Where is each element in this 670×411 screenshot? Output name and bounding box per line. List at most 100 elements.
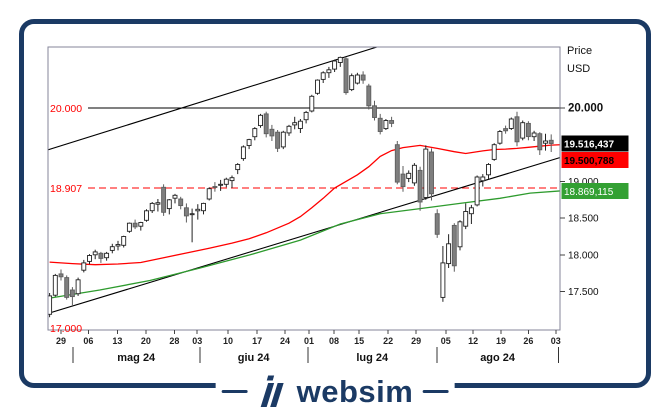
- price-axis-title: Price: [567, 45, 592, 57]
- candle-body-13/05: [115, 244, 121, 247]
- candle-body-18/07: [372, 105, 377, 118]
- candle-body-07/08: [451, 224, 457, 267]
- candle-body-21/08: [508, 118, 514, 129]
- candle-body-26/07: [406, 172, 412, 179]
- y-tick-label: 18.000: [568, 250, 599, 261]
- candle-body-27/08: [531, 132, 537, 138]
- logo-right-dash: [422, 389, 449, 393]
- candle-body-06/06: [212, 186, 218, 188]
- y-tick-label: 18.500: [568, 214, 599, 225]
- y-tick-label: 19.000: [568, 177, 599, 188]
- candle-body-16/08: [491, 144, 497, 160]
- month-label: ago 24: [480, 352, 516, 364]
- candle-body-07/05: [92, 251, 98, 256]
- channel-resistance: [48, 47, 379, 151]
- candle-body-14/08: [480, 176, 486, 182]
- x-tick-label: 29: [411, 336, 421, 346]
- x-tick-label: 29: [56, 336, 66, 346]
- logo-wordmark: websim: [296, 373, 414, 409]
- candle-body-26/06: [286, 125, 292, 134]
- candle-body-08/05: [98, 252, 104, 259]
- price-axis-currency: USD: [567, 63, 590, 75]
- x-tick-label: 10: [223, 336, 233, 346]
- candle-body-03/07: [315, 79, 320, 94]
- candle-body-02/08: [434, 213, 440, 235]
- month-label: giu 24: [238, 352, 271, 364]
- candle-body-26/08: [525, 122, 531, 138]
- candle-body-05/07: [320, 72, 326, 80]
- candle-body-17/06: [252, 128, 258, 138]
- candle-body-30/05: [183, 207, 189, 217]
- candle-body-06/05: [87, 255, 92, 262]
- candle-body-28/06: [297, 120, 303, 129]
- candle-body-10/07: [337, 56, 343, 63]
- candle-body-31/07: [423, 148, 429, 198]
- x-tick-label: 01: [304, 336, 314, 346]
- candle-body-11/06: [229, 177, 235, 182]
- y-tick-label: 20.000: [568, 103, 603, 115]
- level-label-17.000: 17.000: [50, 323, 82, 335]
- candle-body-03/06: [195, 208, 201, 212]
- ma-slow-green: [49, 190, 560, 299]
- candle-body-30/07: [417, 169, 423, 203]
- candle-body-24/06: [275, 131, 281, 149]
- card-border: [19, 19, 651, 388]
- candle-body-17/05: [138, 222, 144, 227]
- candle-body-21/05: [149, 202, 155, 212]
- candle-body-16/05: [132, 222, 138, 228]
- candle-body-30/08: [548, 139, 554, 144]
- candle-body-08/07: [326, 69, 332, 74]
- candle-body-22/05: [155, 202, 161, 205]
- candle-body-25/06: [280, 131, 286, 148]
- candle-body-27/06: [292, 122, 298, 126]
- candle-body-05/08: [440, 262, 446, 298]
- x-tick-label: 08: [329, 336, 339, 346]
- candle-body-23/08: [520, 122, 526, 139]
- candle-body-29/08: [543, 140, 548, 144]
- x-tick-label: 19: [496, 336, 506, 346]
- candle-body-21/06: [269, 128, 275, 137]
- candle-body-29/05: [178, 198, 184, 207]
- candle-body-15/07: [354, 74, 360, 84]
- x-tick-label: 15: [354, 336, 364, 346]
- websim-logo: websim: [215, 369, 455, 411]
- level-label-18.907: 18.907: [50, 183, 82, 195]
- x-tick-label: 05: [441, 336, 451, 346]
- candle-body-06/08: [446, 243, 452, 265]
- candle-body-09/08: [463, 211, 469, 227]
- candle-body-29/07: [411, 164, 417, 184]
- price-tag-box-1: [561, 152, 629, 168]
- candle-body-12/08: [468, 207, 474, 215]
- candle-body-28/08: [537, 133, 543, 151]
- candle-body-13/08: [474, 176, 480, 206]
- candle-body-15/05: [126, 222, 132, 232]
- candle-body-20/08: [503, 128, 509, 132]
- candle-body-19/07: [377, 117, 383, 132]
- candle-body-09/07: [332, 60, 338, 70]
- candle-body-31/05: [189, 213, 195, 216]
- candle-body-11/07: [343, 58, 349, 94]
- candle-body-13/06: [240, 146, 246, 160]
- x-tick-label: 06: [83, 336, 93, 346]
- x-tick-label: 13: [112, 336, 122, 346]
- month-label: lug 24: [356, 352, 389, 364]
- ma-fast-red: [49, 144, 560, 266]
- x-tick-label: 20: [141, 336, 151, 346]
- candle-body-23/07: [389, 120, 395, 124]
- candle-body-29/04: [58, 273, 64, 278]
- plot-frame: [47, 46, 561, 331]
- candle-body-22/07: [383, 120, 389, 130]
- candle-body-18/06: [258, 114, 263, 127]
- candle-body-05/06: [206, 188, 212, 200]
- candle-body-02/05: [75, 279, 81, 295]
- candle-body-20/05: [144, 210, 149, 221]
- candle-body-22/08: [514, 116, 520, 143]
- candle-body-10/06: [223, 178, 229, 185]
- candle-body-04/06: [201, 202, 206, 212]
- candle-body-12/06: [235, 164, 241, 171]
- candle-body-02/07: [309, 95, 315, 112]
- price-tag-value-2: 18.869,115: [564, 187, 614, 198]
- candle-body-16/07: [360, 74, 366, 81]
- candle-body-28/05: [172, 194, 178, 199]
